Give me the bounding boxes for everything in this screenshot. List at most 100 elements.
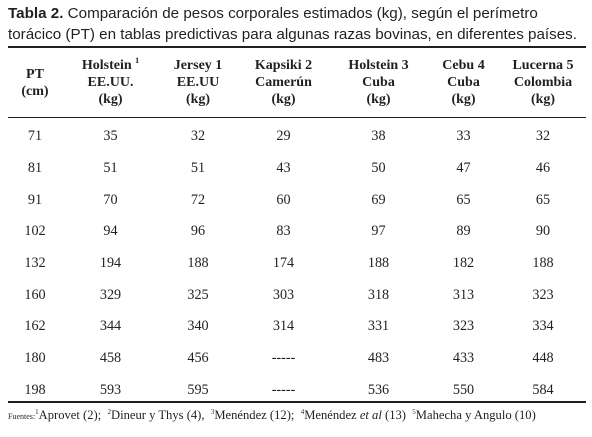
table-row: 198 593 595 ----- 536 550 584	[8, 375, 586, 407]
column-header-line: Camerún	[237, 74, 330, 91]
weight-cell: 47	[456, 160, 471, 177]
column-header-text: (kg)	[530, 92, 556, 107]
weight-cell: 456	[187, 350, 209, 367]
weight-cell: 43	[276, 160, 291, 177]
column-header-4: Holstein 3 Cuba (kg)	[330, 48, 427, 117]
pt-cell: 91	[27, 191, 43, 208]
column-header-line: (kg)	[159, 91, 237, 108]
column-header-line: Holstein 3	[330, 57, 427, 74]
weight-cell: 182	[452, 255, 475, 272]
weight-cell: 550	[452, 381, 475, 398]
weight-cell: 313	[452, 286, 475, 303]
weight-cell: 483	[367, 350, 390, 367]
table-row: 132 194 188 174 188 182 188	[8, 248, 586, 280]
footnote-lead: Fuentes:	[8, 412, 36, 421]
column-header-2: Jersey 1 EE.UU (kg)	[159, 48, 237, 117]
pt-cell: 81	[27, 160, 43, 177]
footnote-reference-number: (13)	[385, 408, 406, 422]
weight-cell: 94	[103, 223, 118, 240]
weight-cell: 29	[276, 128, 291, 145]
weight-cell: 65	[456, 191, 471, 208]
weight-cell: 51	[190, 160, 206, 177]
footnote-source-text: Dineur y Thys (4),	[111, 408, 205, 422]
table-caption: Tabla 2. Comparación de pesos corporales…	[8, 3, 588, 45]
column-header-text: Cuba	[362, 75, 395, 90]
column-header-line: Cebu 4	[427, 57, 500, 74]
table-row: 91 70 72 60 69 65 65	[8, 184, 586, 216]
weight-cell: 38	[371, 128, 386, 145]
table-row: 160 329 325 303 318 313 323	[8, 279, 586, 311]
pt-cell: 198	[24, 381, 46, 398]
column-header-text: Holstein	[81, 58, 132, 73]
table-row: 102 94 96 83 97 89 90	[8, 216, 586, 248]
column-header-text: (kg)	[98, 92, 123, 107]
weight-cell: 96	[190, 223, 206, 240]
table-body: 71 35 32 29 38 33 32 81 51 51 43 50 47 46 91 70 72 60 69 65…	[8, 117, 586, 406]
weight-cell: 83	[276, 223, 291, 240]
footnote-superscript: 5	[412, 408, 416, 416]
weight-cell: 65	[535, 191, 551, 208]
table-top-rule	[8, 46, 586, 48]
footnote-superscript: 2	[107, 408, 112, 416]
caption-label: Tabla 2.	[8, 5, 64, 22]
table-footnote: Fuentes:1Aprovet (2); 2Dineur y Thys (4)…	[8, 408, 588, 423]
weight-cell: 536	[367, 381, 390, 398]
column-header-line: (kg)	[427, 91, 500, 108]
weight-cell: 593	[99, 381, 122, 398]
column-header-0: PT (cm)	[8, 48, 62, 117]
footnote-superscript: 1	[35, 408, 39, 416]
column-header-line: PT	[8, 66, 62, 83]
weight-cell: 303	[272, 286, 295, 303]
pt-cell: 71	[27, 128, 43, 145]
column-header-line: Lucerna 5	[500, 57, 586, 74]
weight-cell: 323	[532, 286, 554, 303]
footnote-source-text: Mahecha y Angulo (10)	[415, 408, 536, 422]
weight-cell: 32	[190, 128, 206, 145]
column-header-line: (kg)	[62, 91, 159, 108]
footnote-source-text: Menéndez	[304, 408, 357, 422]
column-header-line: (kg)	[500, 91, 586, 108]
column-header-text: (kg)	[366, 92, 391, 107]
column-header-line: Cuba	[427, 74, 500, 91]
weight-cell: 33	[456, 128, 471, 145]
weight-cell: 595	[187, 381, 209, 398]
column-header-text: (kg)	[451, 92, 476, 107]
weight-cell: 90	[535, 223, 551, 240]
pt-cell: 102	[24, 223, 46, 240]
footnote-source-text: Aprovet (2);	[38, 408, 102, 422]
column-header-text: Kapsiki 2	[254, 58, 313, 73]
column-header-text: Camerún	[255, 75, 312, 90]
table-row: 71 35 32 29 38 33 32	[8, 117, 586, 153]
weight-cell: -----	[271, 350, 296, 367]
weight-cell: 331	[367, 318, 390, 335]
weight-cell: 448	[532, 350, 554, 367]
pt-cell: 160	[24, 286, 46, 303]
column-header-text: Cuba	[447, 75, 480, 90]
weight-cell: 32	[535, 128, 551, 145]
weight-cell: 72	[190, 191, 206, 208]
weight-cell: 325	[187, 286, 209, 303]
weight-cell: 46	[535, 160, 551, 177]
column-header-line: (kg)	[237, 91, 330, 108]
column-header-line: Kapsiki 2	[237, 57, 330, 74]
table-header: PT (cm) Holstein 1 EE.UU. (kg) Jersey 1 EE.UU(…	[8, 48, 586, 117]
weight-cell: 194	[99, 255, 122, 272]
column-header-text: (kg)	[185, 92, 211, 107]
column-header-text: EE.UU.	[87, 75, 134, 90]
weight-cell: 188	[532, 255, 554, 272]
column-header-line: Holstein 1	[62, 57, 159, 74]
table-row: 180 458 456 ----- 483 433 448	[8, 343, 586, 375]
pt-cell: 162	[24, 318, 46, 335]
weight-cell: 188	[187, 255, 209, 272]
column-header-line: (cm)	[8, 83, 62, 100]
column-header-line: EE.UU	[159, 74, 237, 91]
weight-cell: 188	[367, 255, 390, 272]
footnote-superscript: 4	[300, 408, 305, 416]
weight-cell: 318	[367, 286, 390, 303]
column-header-text: EE.UU	[176, 75, 220, 90]
pt-cell: 180	[24, 350, 46, 367]
weight-cell: 51	[103, 160, 118, 177]
weight-cell: 329	[99, 286, 122, 303]
table-header-row: PT (cm) Holstein 1 EE.UU. (kg) Jersey 1 EE.UU(…	[8, 48, 586, 117]
